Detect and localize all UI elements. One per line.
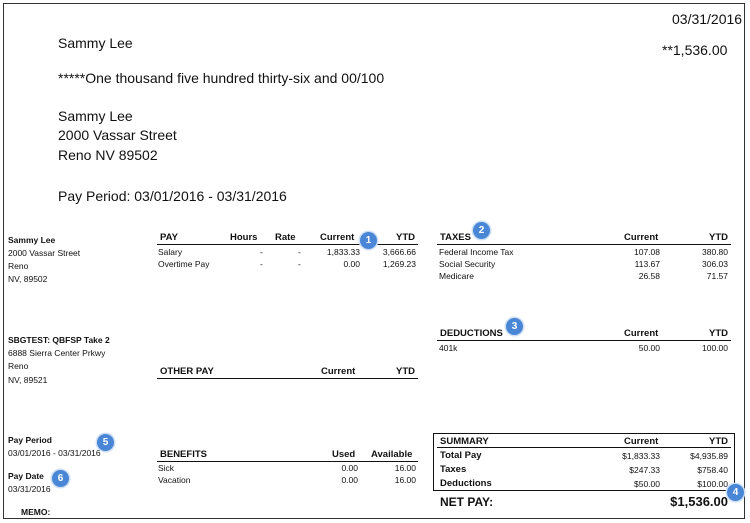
callout-badge-2: 2 [473, 222, 490, 239]
check-amount-words: *****One thousand five hundred thirty-si… [58, 70, 385, 86]
summary-row-name: Taxes [440, 464, 467, 475]
deduction-row-ytd: 100.00 [702, 343, 728, 353]
deductions-header-current: Current [624, 328, 659, 339]
other-pay-header-name: OTHER PAY [160, 366, 214, 377]
pay-row-current: 1,833.33 [326, 247, 360, 257]
taxes-header-current: Current [624, 232, 659, 243]
pay-row-hours: - [260, 259, 263, 269]
pay-row-current: 0.00 [343, 259, 360, 269]
summary-row-current: $1,833.33 [622, 451, 660, 461]
pay-row-ytd: 3,666.66 [382, 247, 416, 257]
pay-row-name: Salary [158, 247, 183, 257]
paystub-frame [3, 3, 745, 519]
pay-header-name: PAY [160, 232, 178, 243]
pay-row-ytd: 1,269.23 [382, 259, 416, 269]
employee-state-zip: NV, 89502 [8, 274, 48, 284]
taxes-header-ytd: YTD [709, 232, 728, 243]
company-city: Reno [8, 361, 29, 371]
pay-header-rate: Rate [275, 232, 296, 243]
check-address-name: Sammy Lee [58, 108, 133, 124]
tax-row-ytd: 71.57 [706, 271, 728, 281]
summary-row-ytd: $758.40 [697, 465, 728, 475]
tax-row-current: 26.58 [638, 271, 660, 281]
summary-row-current: $247.33 [629, 465, 660, 475]
summary-row-ytd: $4,935.89 [690, 451, 728, 461]
benefit-row-used: 0.00 [341, 463, 358, 473]
other-pay-header-current: Current [321, 366, 356, 377]
pay-row-rate: - [298, 247, 301, 257]
pay-row-name: Overtime Pay [158, 259, 210, 269]
tax-row-ytd: 306.03 [702, 259, 728, 269]
other-pay-header-rule [157, 378, 418, 379]
benefit-row-used: 0.00 [341, 475, 358, 485]
deductions-header-ytd: YTD [709, 328, 728, 339]
taxes-header-rule [437, 244, 731, 245]
employee-city: Reno [8, 261, 29, 271]
benefits-header-available: Available [371, 449, 413, 460]
summary-header-rule [437, 447, 731, 448]
callout-badge-4: 4 [727, 484, 744, 501]
benefit-row-name: Vacation [158, 475, 191, 485]
callout-badge-1: 1 [360, 232, 377, 249]
pay-header-current: Current [320, 232, 355, 243]
check-amount: **1,536.00 [662, 42, 728, 58]
summary-row-name: Total Pay [440, 450, 482, 461]
pay-period-value: 03/01/2016 - 03/31/2016 [8, 448, 101, 458]
pay-header-hours: Hours [230, 232, 258, 243]
check-address-street: 2000 Vassar Street [58, 127, 177, 143]
summary-row-ytd: $100.00 [697, 479, 728, 489]
deductions-header-rule [437, 340, 731, 341]
pay-date-label: Pay Date [8, 471, 44, 481]
employee-name: Sammy Lee [8, 235, 56, 245]
pay-period-label: Pay Period [8, 435, 52, 445]
other-pay-header-ytd: YTD [396, 366, 415, 377]
pay-date-value: 03/31/2016 [8, 484, 51, 494]
pay-row-hours: - [260, 247, 263, 257]
check-address-city: Reno NV 89502 [58, 147, 158, 163]
benefit-row-available: 16.00 [394, 475, 416, 485]
company-name: SBGTEST: QBFSP Take 2 [8, 335, 110, 345]
company-street: 6888 Sierra Center Prkwy [8, 348, 106, 358]
deductions-header-name: DEDUCTIONS [440, 328, 503, 339]
summary-box [433, 433, 735, 491]
summary-header-current: Current [624, 436, 659, 447]
tax-row-name: Social Security [439, 259, 496, 269]
summary-row-name: Deductions [440, 478, 492, 489]
callout-badge-6: 6 [52, 470, 69, 487]
taxes-header-name: TAXES [440, 232, 471, 243]
summary-header-ytd: YTD [709, 436, 728, 447]
pay-header-rule [157, 244, 418, 245]
summary-row-current: $50.00 [634, 479, 660, 489]
tax-row-name: Medicare [439, 271, 474, 281]
benefit-row-name: Sick [158, 463, 175, 473]
check-payee: Sammy Lee [58, 35, 133, 51]
pay-row-rate: - [298, 259, 301, 269]
check-pay-period: Pay Period: 03/01/2016 - 03/31/2016 [58, 188, 287, 204]
benefits-header-rule [157, 461, 418, 462]
benefit-row-available: 16.00 [394, 463, 416, 473]
summary-header-name: SUMMARY [440, 436, 489, 447]
benefits-header-used: Used [332, 449, 356, 460]
company-state-zip: NV, 89521 [8, 375, 48, 385]
deduction-row-name: 401k [439, 343, 458, 353]
deduction-row-current: 50.00 [638, 343, 660, 353]
check-date: 03/31/2016 [672, 11, 743, 27]
net-pay-label: NET PAY: [440, 495, 494, 509]
callout-badge-3: 3 [506, 318, 523, 335]
memo-label: MEMO: [21, 507, 51, 517]
tax-row-current: 107.08 [634, 247, 660, 257]
callout-badge-5: 5 [97, 434, 114, 451]
net-pay-value: $1,536.00 [670, 494, 728, 509]
employee-street: 2000 Vassar Street [8, 248, 81, 258]
tax-row-current: 113.67 [634, 259, 660, 269]
pay-header-ytd: YTD [396, 232, 415, 243]
tax-row-ytd: 380.80 [702, 247, 728, 257]
benefits-header-name: BENEFITS [160, 449, 207, 460]
tax-row-name: Federal Income Tax [439, 247, 514, 257]
